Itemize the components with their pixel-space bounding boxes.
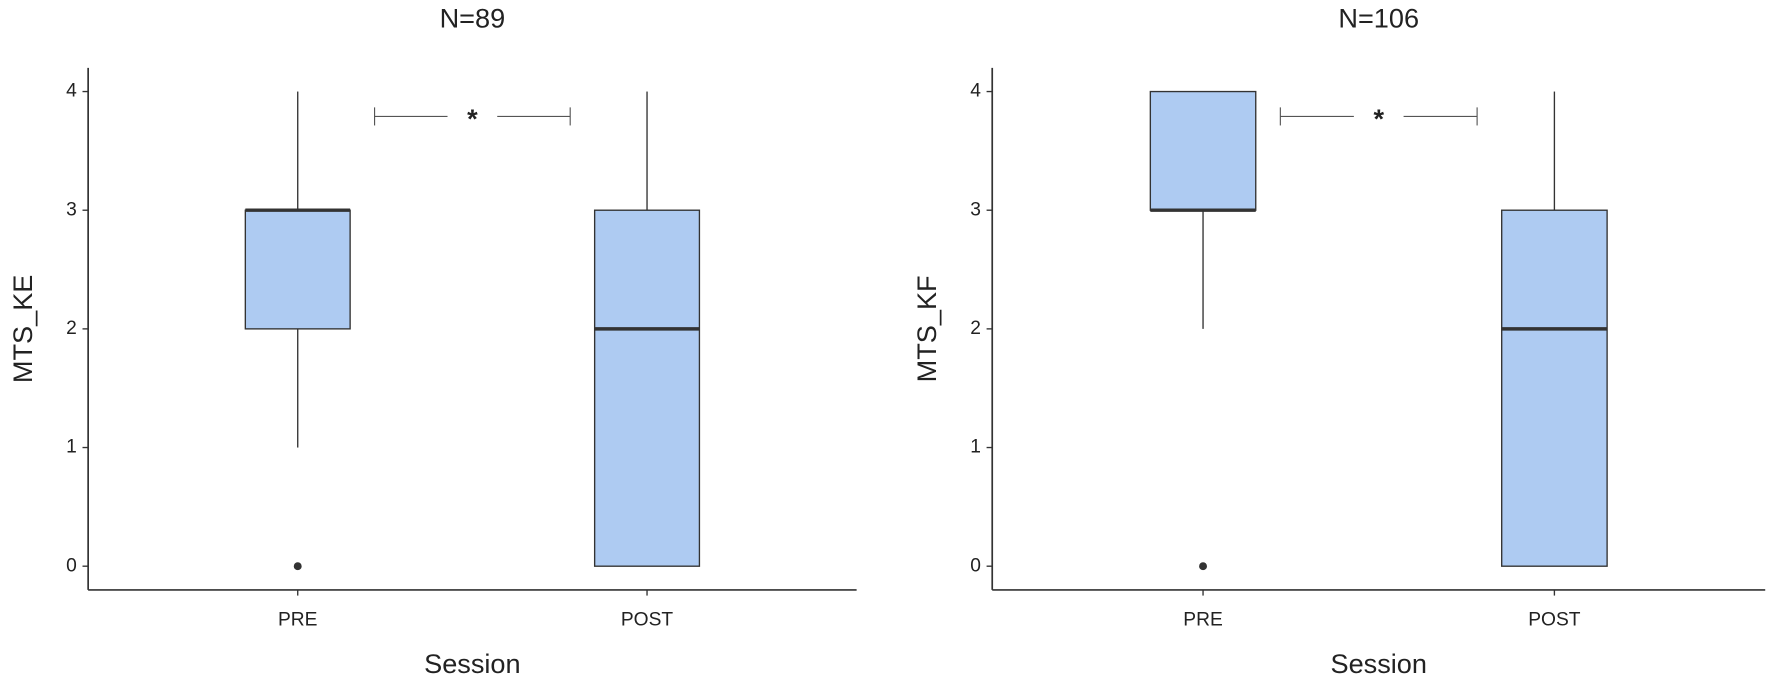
box — [1501, 209, 1608, 567]
x-axis-label: Session — [424, 648, 520, 679]
x-axis-label: Session — [1330, 648, 1426, 679]
y-tick-label: 0 — [970, 555, 981, 576]
box — [1149, 90, 1257, 211]
panel: N=106 MTS_KF Session 0 1 2 3 4 PRE POST * — [911, 3, 1766, 679]
y-axis-label: MTS_KF — [911, 275, 942, 382]
outlier — [293, 562, 302, 571]
y-tick-label: 1 — [970, 437, 981, 458]
y-axis-label: MTS_KE — [7, 275, 38, 383]
significance-label: * — [1373, 103, 1384, 134]
outlier — [1199, 562, 1208, 571]
y-tick-label: 3 — [66, 199, 77, 220]
y-tick-label: 3 — [970, 199, 981, 220]
x-tick-label: POST — [1528, 610, 1581, 631]
significance-label: * — [467, 103, 478, 134]
x-tick-label: PRE — [278, 610, 318, 631]
chart-title: N=106 — [1338, 3, 1419, 34]
y-tick-label: 2 — [66, 318, 77, 339]
y-tick-label: 4 — [66, 81, 77, 102]
panel: N=89 MTS_KE Session 0 1 2 3 4 PRE POST * — [7, 3, 857, 679]
x-tick-label: POST — [621, 610, 674, 631]
box — [244, 209, 351, 330]
x-tick-label: PRE — [1183, 610, 1223, 631]
box — [593, 209, 701, 567]
y-tick-label: 4 — [970, 81, 981, 102]
y-tick-label: 2 — [970, 318, 981, 339]
chart-title: N=89 — [440, 3, 506, 34]
y-tick-label: 1 — [66, 437, 77, 458]
y-tick-label: 0 — [66, 555, 77, 576]
